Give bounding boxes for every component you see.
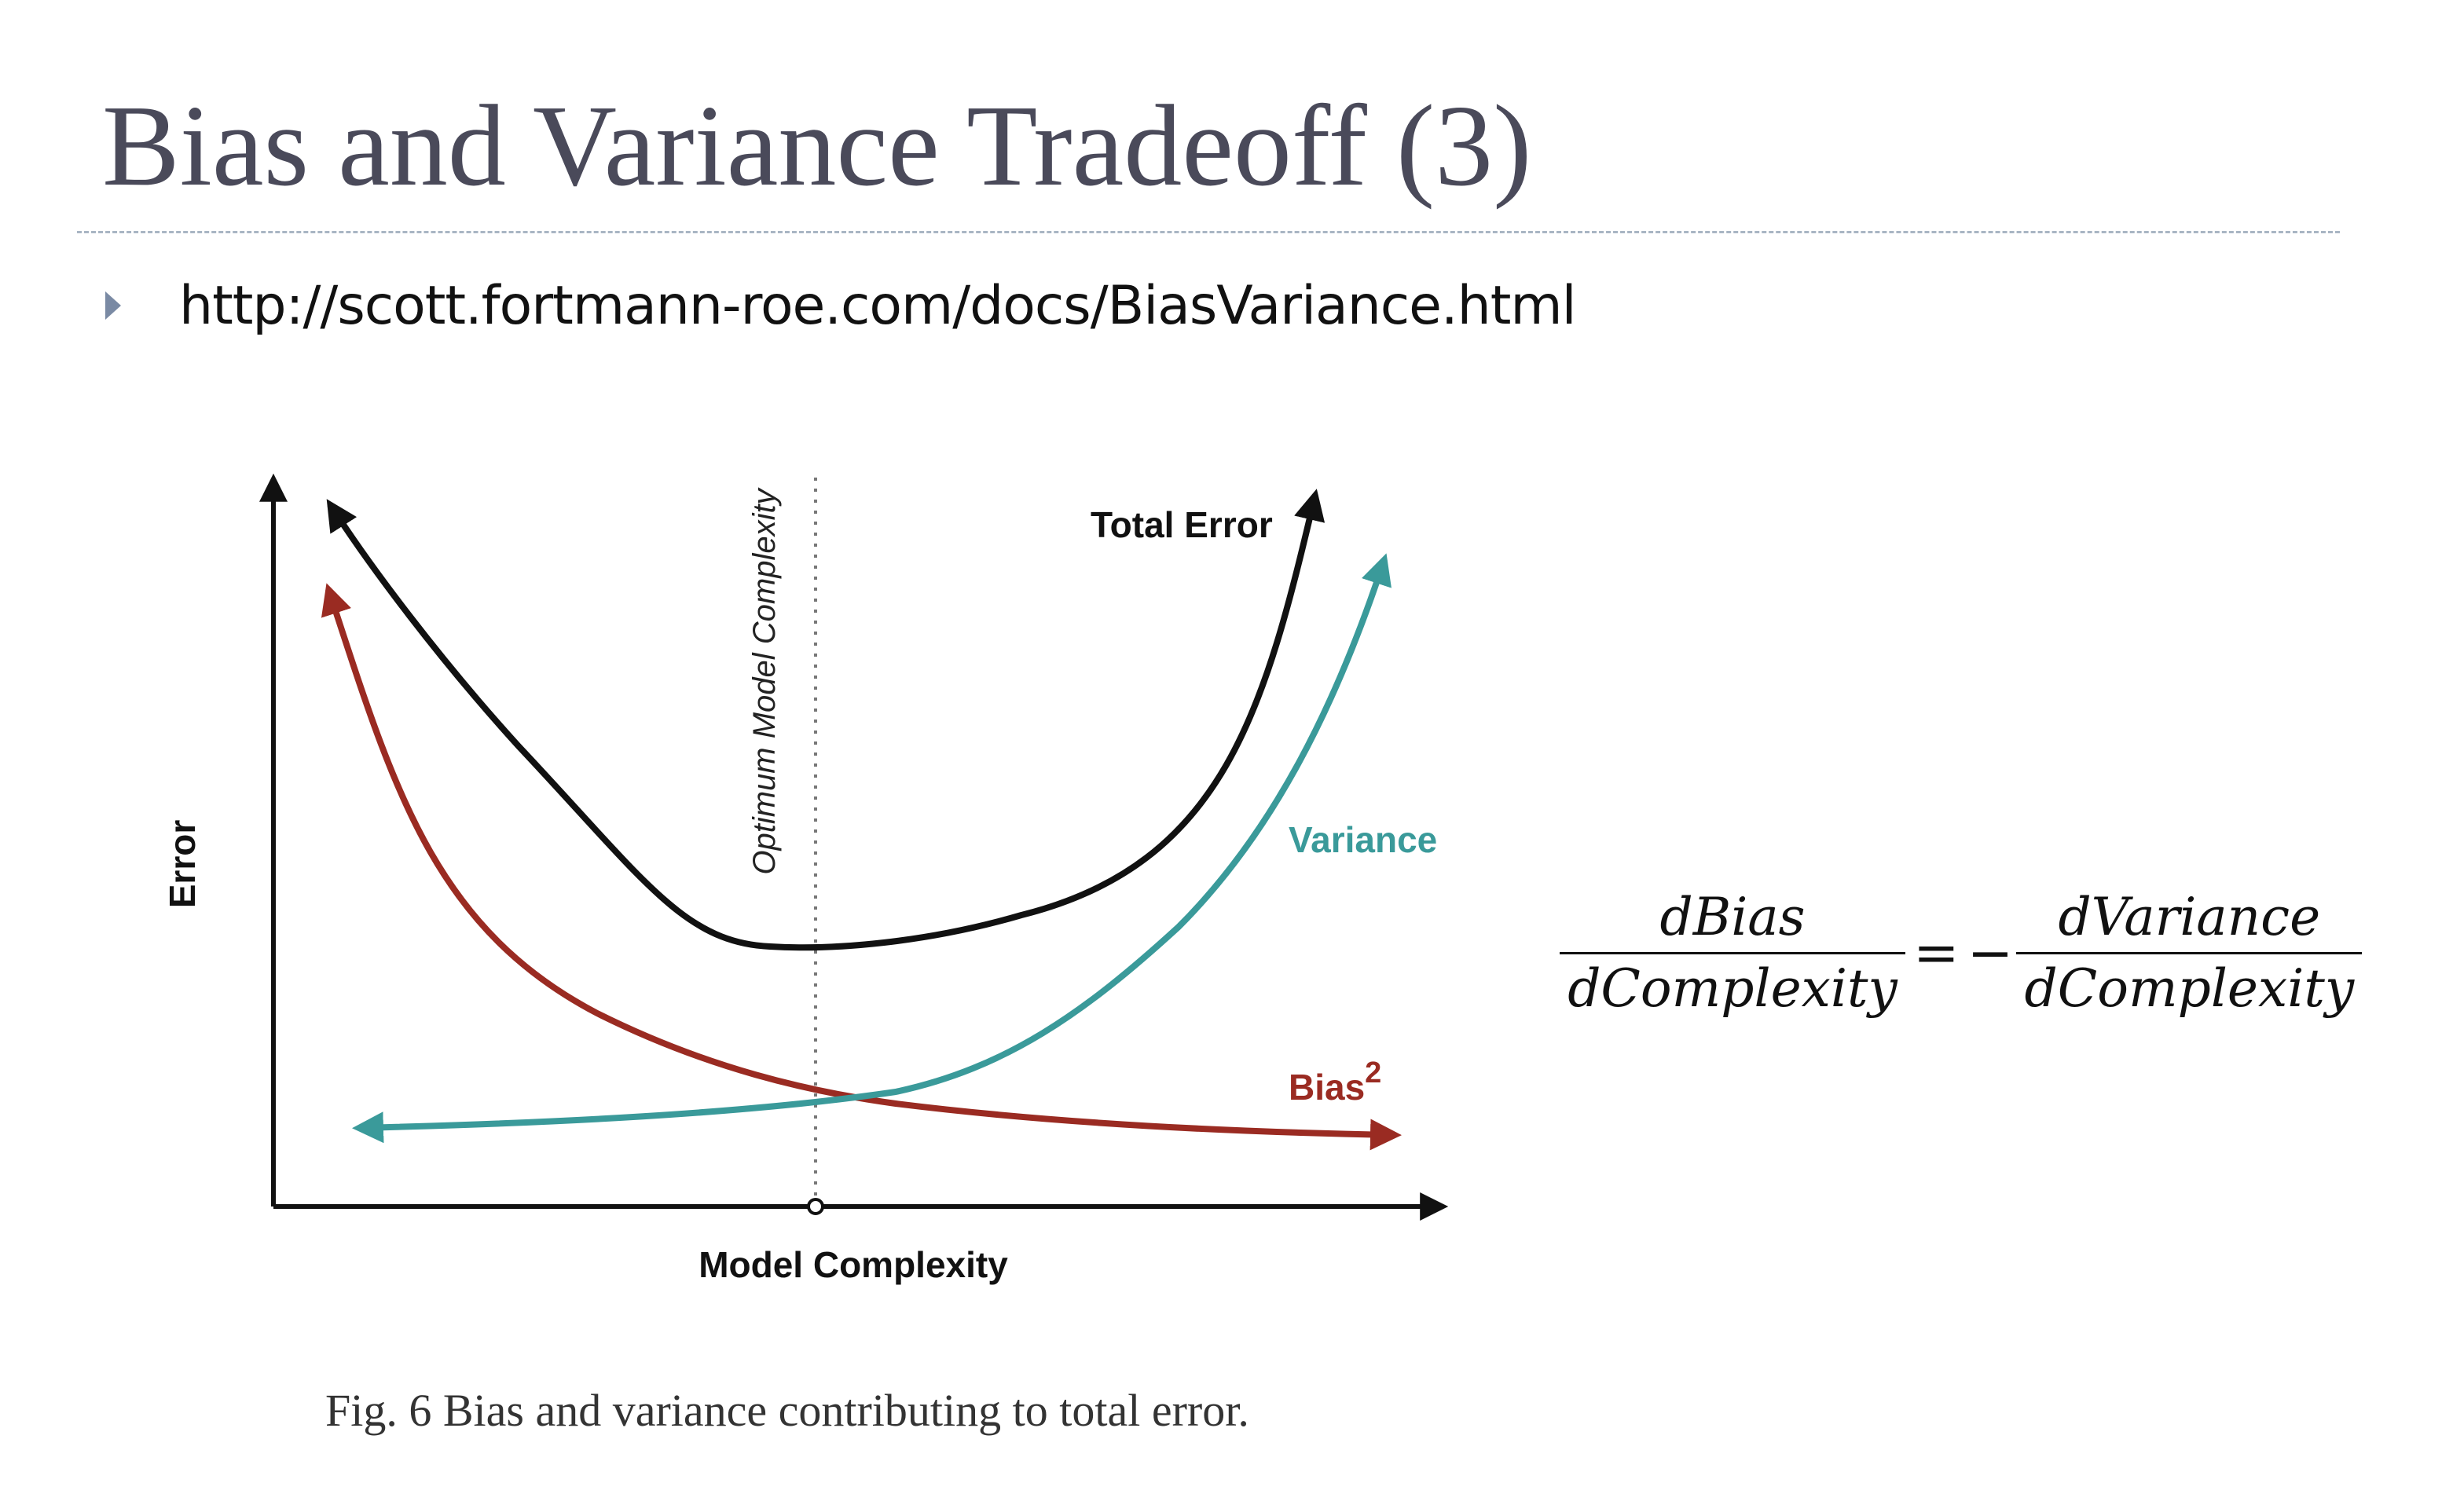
y-axis-label: Error	[162, 820, 203, 909]
figure-caption: Fig. 6 Bias and variance contributing to…	[325, 1385, 1249, 1436]
right-fraction: dVariance dComplexity	[2016, 887, 2363, 1019]
left-fraction: dBias dComplexity	[1560, 888, 1905, 1019]
source-link[interactable]: http://scott.fortmann-roe.com/docs/BiasV…	[179, 274, 1577, 337]
derivative-equation: dBias dComplexity = − dVariance dComplex…	[1560, 887, 2363, 1019]
left-numerator: dBias	[1659, 887, 1806, 947]
optimum-label: Optimum Model Complexity	[747, 486, 782, 874]
variance-label: Variance	[1289, 819, 1437, 860]
left-denominator: dComplexity	[1568, 958, 1898, 1019]
minus-sign: −	[1967, 921, 2014, 986]
right-denominator: dComplexity	[2024, 958, 2355, 1019]
bullet-item: http://scott.fortmann-roe.com/docs/BiasV…	[105, 270, 1577, 341]
bias-superscript: 2	[1365, 1056, 1381, 1089]
slide-title: Bias and Variance Tradeoff (3)	[102, 82, 1532, 211]
variance-curve	[352, 553, 1392, 1144]
x-axis-label: Model Complexity	[698, 1244, 1008, 1285]
right-fraction-bar	[2016, 951, 2363, 954]
bias-label: Bias2	[1289, 1056, 1381, 1108]
left-fraction-bar	[1560, 951, 1905, 954]
equals-sign: =	[1913, 921, 1960, 986]
bias-label-text: Bias	[1289, 1067, 1365, 1108]
bullet-triangle-icon	[105, 291, 121, 320]
total-error-label: Total Error	[1091, 504, 1273, 545]
right-numerator: dVariance	[2058, 887, 2321, 947]
optimum-marker	[807, 1198, 824, 1215]
total-error-curve	[326, 489, 1326, 951]
title-divider	[77, 231, 2340, 233]
